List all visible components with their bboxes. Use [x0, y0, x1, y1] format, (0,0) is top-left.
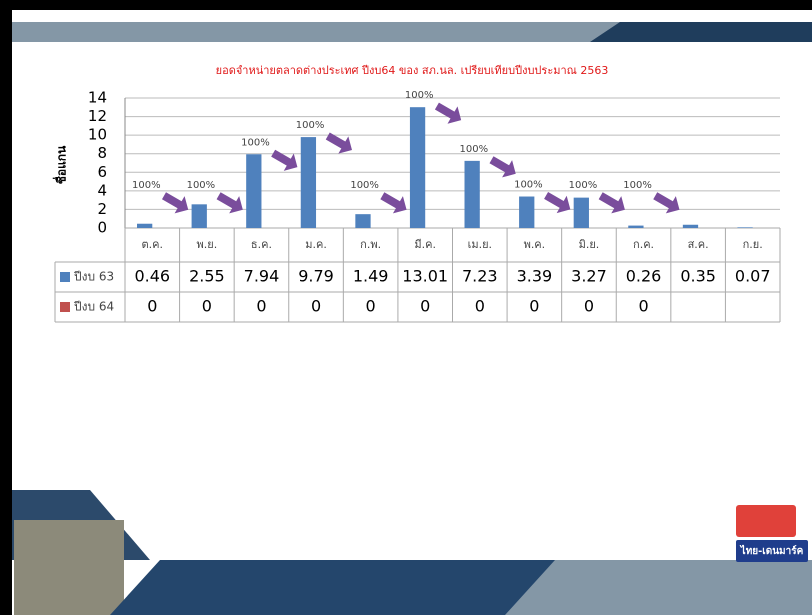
table-value: 0	[147, 297, 157, 316]
table-value: 3.39	[517, 267, 553, 286]
x-tick-label: พ.ค.	[524, 238, 546, 251]
x-tick-label: ก.ย.	[743, 238, 763, 251]
arrow	[434, 102, 462, 124]
table-value: 0	[202, 297, 212, 316]
table-value: 0	[311, 297, 321, 316]
y-axis-label: ชื่อแกน	[53, 145, 69, 184]
arrow	[653, 192, 680, 214]
annotation: 100%	[187, 180, 216, 191]
table-value: 0	[638, 297, 648, 316]
bar	[409, 107, 426, 228]
legend-key	[60, 302, 70, 312]
annotation: 100%	[459, 144, 488, 155]
table-value: 0.46	[134, 267, 170, 286]
arrow	[271, 149, 298, 171]
arrow	[325, 132, 352, 154]
annotation: 100%	[132, 180, 161, 191]
y-tick-label: 4	[97, 181, 107, 199]
logo-cows	[736, 505, 796, 537]
top-band-accent	[590, 22, 812, 42]
bar	[355, 214, 371, 228]
arrow	[380, 192, 407, 214]
legend-label: ปีงบ 64	[73, 300, 114, 314]
table-value: 0	[366, 297, 376, 316]
table-value: 0.35	[680, 267, 716, 286]
annotation: 100%	[350, 180, 379, 191]
table-value: 0.26	[626, 267, 662, 286]
table-value: 7.23	[462, 267, 498, 286]
x-tick-label: พ.ย.	[197, 238, 218, 251]
legend-label: ปีงบ 63	[73, 270, 114, 284]
x-tick-label: มิ.ย.	[579, 238, 600, 251]
bar	[464, 160, 480, 228]
y-tick-label: 6	[97, 163, 107, 181]
x-tick-label: ก.พ.	[360, 238, 381, 251]
table-value: 13.01	[402, 267, 448, 286]
bar	[246, 154, 262, 228]
bottom-band-accent	[505, 560, 812, 615]
y-tick-label: 0	[97, 219, 107, 237]
table-value: 0	[420, 297, 430, 316]
x-tick-label: ส.ค.	[688, 238, 709, 251]
legend-key	[60, 272, 70, 282]
y-tick-label: 10	[88, 126, 107, 144]
table-value: 1.49	[353, 267, 389, 286]
x-tick-label: ธ.ค.	[251, 238, 272, 251]
bar	[628, 225, 644, 228]
bar	[573, 197, 589, 228]
table-value: 0	[584, 297, 594, 316]
chart-title: ยอดจำหน่ายตลาดต่างประเทศ ปีงบ64 ของ สภ.น…	[216, 64, 609, 77]
annotation: 100%	[514, 180, 543, 191]
y-tick-label: 14	[88, 89, 107, 107]
x-tick-label: มี.ค.	[414, 238, 436, 251]
bar	[519, 196, 535, 228]
table-value: 3.27	[571, 267, 607, 286]
x-tick-label: ก.ค.	[633, 238, 654, 251]
arrow	[544, 191, 571, 214]
annotation: 100%	[569, 180, 598, 191]
annotation: 100%	[296, 120, 325, 131]
annotation: 100%	[241, 137, 270, 148]
table-value: 7.94	[244, 267, 280, 286]
arrow	[216, 192, 243, 214]
x-tick-label: ต.ค.	[142, 238, 164, 251]
logo-badge	[736, 540, 808, 562]
photo-collage	[14, 520, 124, 615]
x-tick-label: เม.ย.	[468, 238, 492, 251]
arrow	[489, 156, 516, 178]
arrow	[598, 192, 625, 214]
y-tick-label: 8	[97, 144, 107, 162]
annotation: 100%	[623, 180, 652, 191]
bar	[191, 204, 207, 228]
table-value: 2.55	[189, 267, 225, 286]
bar	[300, 137, 317, 228]
bar	[737, 227, 753, 228]
y-tick-label: 12	[88, 107, 107, 125]
annotation: 100%	[405, 90, 434, 101]
logo-text: ไทย-เดนมาร์ค	[740, 544, 804, 557]
y-tick-label: 2	[97, 200, 107, 218]
table-value: 9.79	[298, 267, 334, 286]
table-value: 0	[256, 297, 266, 316]
bar	[682, 224, 699, 228]
x-tick-label: ม.ค.	[305, 238, 327, 251]
table-value: 0	[475, 297, 485, 316]
table-value: 0.07	[735, 267, 771, 286]
table-value: 0	[529, 297, 539, 316]
arrow	[161, 192, 189, 214]
bar	[137, 223, 153, 228]
